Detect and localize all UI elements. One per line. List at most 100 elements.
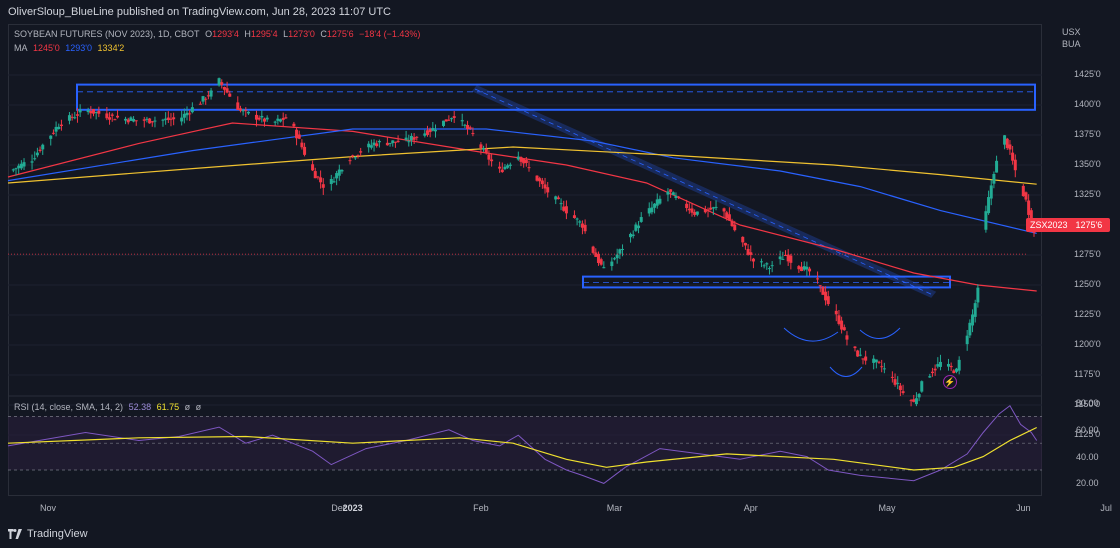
candle xyxy=(864,356,868,361)
downtrend-channel-midline xyxy=(474,88,934,296)
candle xyxy=(116,115,120,118)
time-tick-label: Jun xyxy=(1016,503,1031,513)
price-tick-label: 1175'0 xyxy=(1074,369,1101,379)
candle xyxy=(431,128,435,131)
candle xyxy=(442,120,446,126)
candle xyxy=(70,116,74,118)
candle xyxy=(260,115,264,118)
candle xyxy=(482,148,486,150)
candle xyxy=(169,118,173,120)
ma3-value: 1334'2 xyxy=(97,43,125,53)
candle xyxy=(423,133,427,136)
candle xyxy=(762,265,766,267)
candle xyxy=(180,117,184,122)
rsi-sma-line xyxy=(7,426,1037,471)
candle xyxy=(637,225,641,229)
candle xyxy=(1027,200,1031,215)
candle xyxy=(559,203,563,205)
candle xyxy=(375,143,379,147)
chart-frame[interactable] xyxy=(8,24,1042,496)
candle xyxy=(842,327,846,331)
rsi-legend: RSI (14, close, SMA, 14, 2) 52.38 61.75 … xyxy=(14,402,204,412)
candle xyxy=(217,78,221,86)
candle xyxy=(377,140,381,143)
right-shoulder-arc xyxy=(859,327,901,339)
close-value: 1275'6 xyxy=(326,29,354,39)
candle xyxy=(54,126,58,132)
candle xyxy=(928,376,932,378)
candle xyxy=(669,189,673,192)
candle xyxy=(124,118,128,121)
candle xyxy=(797,266,801,270)
candle xyxy=(425,130,429,135)
candle xyxy=(882,368,886,370)
candle xyxy=(703,208,707,213)
support-zone xyxy=(582,275,951,289)
candle xyxy=(685,203,689,209)
symbol-title[interactable]: SOYBEAN FUTURES (NOV 2023), 1D, CBOT xyxy=(14,29,200,39)
low-value: 1273'0 xyxy=(288,29,315,39)
candle xyxy=(890,376,894,378)
time-tick-label: 2023 xyxy=(342,503,363,513)
candle xyxy=(912,399,916,402)
rsi-tick-label: 60.00 xyxy=(1076,424,1099,435)
candle xyxy=(132,118,136,122)
current-symbol: ZSX2023 xyxy=(1030,220,1068,230)
lightning-icon[interactable]: ⚡ xyxy=(943,375,957,389)
candle xyxy=(599,259,603,265)
close-label: C xyxy=(320,29,327,39)
candle xyxy=(94,112,98,114)
ma-label[interactable]: MA xyxy=(14,43,28,53)
price-tick-label: 1150'0 xyxy=(1074,399,1101,409)
candle xyxy=(75,114,79,116)
candle xyxy=(316,176,320,178)
candle xyxy=(503,166,507,170)
candle xyxy=(78,109,82,113)
candle xyxy=(359,151,363,153)
candle xyxy=(629,233,633,238)
candle xyxy=(805,266,809,270)
rsi-label[interactable]: RSI (14, close, SMA, 14, 2) xyxy=(14,402,124,412)
open-value: 1293'4 xyxy=(212,29,239,39)
ma-line-2 xyxy=(7,128,1037,234)
tradingview-logo[interactable]: TradingView xyxy=(8,528,88,540)
candle xyxy=(348,160,352,162)
candle xyxy=(38,149,42,151)
candle xyxy=(786,254,790,262)
price-tick-label: 1350'0 xyxy=(1074,159,1101,169)
candle xyxy=(1005,138,1009,148)
candle xyxy=(190,107,194,113)
brand-name: TradingView xyxy=(27,528,88,540)
candle xyxy=(198,103,202,105)
candle xyxy=(113,119,117,121)
candle xyxy=(658,198,662,204)
candle xyxy=(134,120,138,122)
ma-line-1 xyxy=(7,122,1037,292)
candle xyxy=(49,135,53,139)
candle xyxy=(618,249,622,254)
candle xyxy=(57,126,61,130)
candle xyxy=(236,102,240,110)
candle xyxy=(188,113,192,115)
candle xyxy=(404,137,408,140)
candle xyxy=(540,180,544,185)
candle xyxy=(500,169,504,173)
candle xyxy=(687,208,691,211)
candle xyxy=(471,133,475,135)
candle xyxy=(19,163,23,169)
candle xyxy=(506,165,510,168)
currency-label[interactable]: USX BUA xyxy=(1062,26,1081,50)
candle xyxy=(273,121,277,123)
candle xyxy=(976,287,980,303)
candle xyxy=(535,175,539,181)
candle xyxy=(874,359,878,363)
candle xyxy=(372,142,376,146)
price-tick-label: 1275'0 xyxy=(1074,249,1101,259)
candle xyxy=(824,291,828,301)
candle xyxy=(516,156,520,160)
time-tick-label: Feb xyxy=(473,503,489,513)
candle xyxy=(727,214,731,221)
candle xyxy=(444,119,448,122)
candle xyxy=(562,206,566,211)
